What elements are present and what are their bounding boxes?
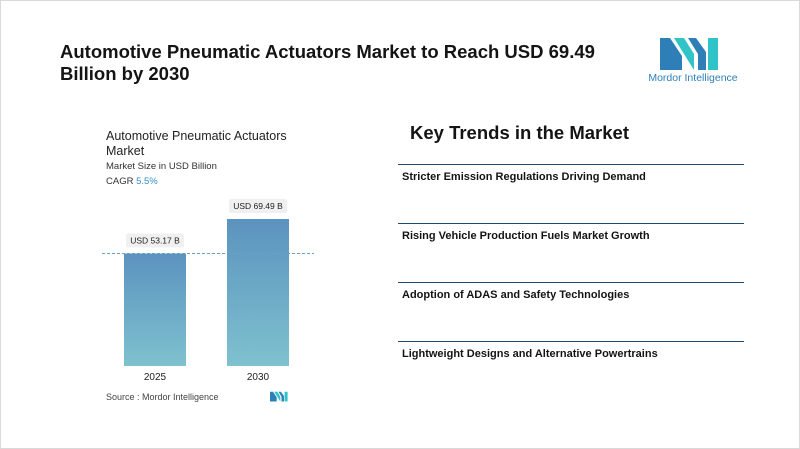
trend-item: Stricter Emission Regulations Driving De… bbox=[398, 164, 744, 215]
cagr-value: 5.5% bbox=[136, 176, 158, 187]
trend-item: Lightweight Designs and Alternative Powe… bbox=[398, 341, 744, 392]
trend-label: Stricter Emission Regulations Driving De… bbox=[402, 171, 646, 183]
bar-2030 bbox=[227, 219, 289, 366]
value-label: USD 53.17 B bbox=[130, 236, 180, 246]
trends-title: Key Trends in the Market bbox=[410, 122, 629, 143]
mini-mordor-logo-icon bbox=[270, 391, 288, 402]
category-label: 2025 bbox=[144, 372, 167, 383]
cagr-label: CAGR bbox=[106, 176, 134, 187]
logo-text: Mordor Intelligence bbox=[648, 72, 738, 84]
value-label-bg bbox=[229, 199, 287, 213]
mordor-logo-icon bbox=[660, 38, 718, 70]
bar-chart: USD 53.17 B 2025 USD 69.49 B 2030 bbox=[102, 199, 314, 383]
chart-cagr: CAGR 5.5% bbox=[106, 176, 158, 187]
trend-label: Lightweight Designs and Alternative Powe… bbox=[402, 348, 658, 360]
trend-item: Adoption of ADAS and Safety Technologies bbox=[398, 282, 744, 333]
headline: Automotive Pneumatic Actuators Market to… bbox=[60, 41, 595, 84]
trend-label: Rising Vehicle Production Fuels Market G… bbox=[402, 230, 650, 242]
trend-item: Rising Vehicle Production Fuels Market G… bbox=[398, 223, 744, 274]
mordor-logo: Mordor Intelligence bbox=[648, 34, 738, 89]
value-label-bg bbox=[126, 233, 184, 248]
bar-2025 bbox=[124, 253, 186, 366]
chart-subtitle: Market Size in USD Billion bbox=[106, 161, 217, 172]
chart-title: Automotive Pneumatic Actuators Market bbox=[106, 129, 287, 158]
chart-source: Source : Mordor Intelligence bbox=[106, 392, 219, 402]
value-label: USD 69.49 B bbox=[233, 201, 283, 211]
category-label: 2030 bbox=[247, 372, 270, 383]
trend-label: Adoption of ADAS and Safety Technologies bbox=[402, 289, 630, 301]
